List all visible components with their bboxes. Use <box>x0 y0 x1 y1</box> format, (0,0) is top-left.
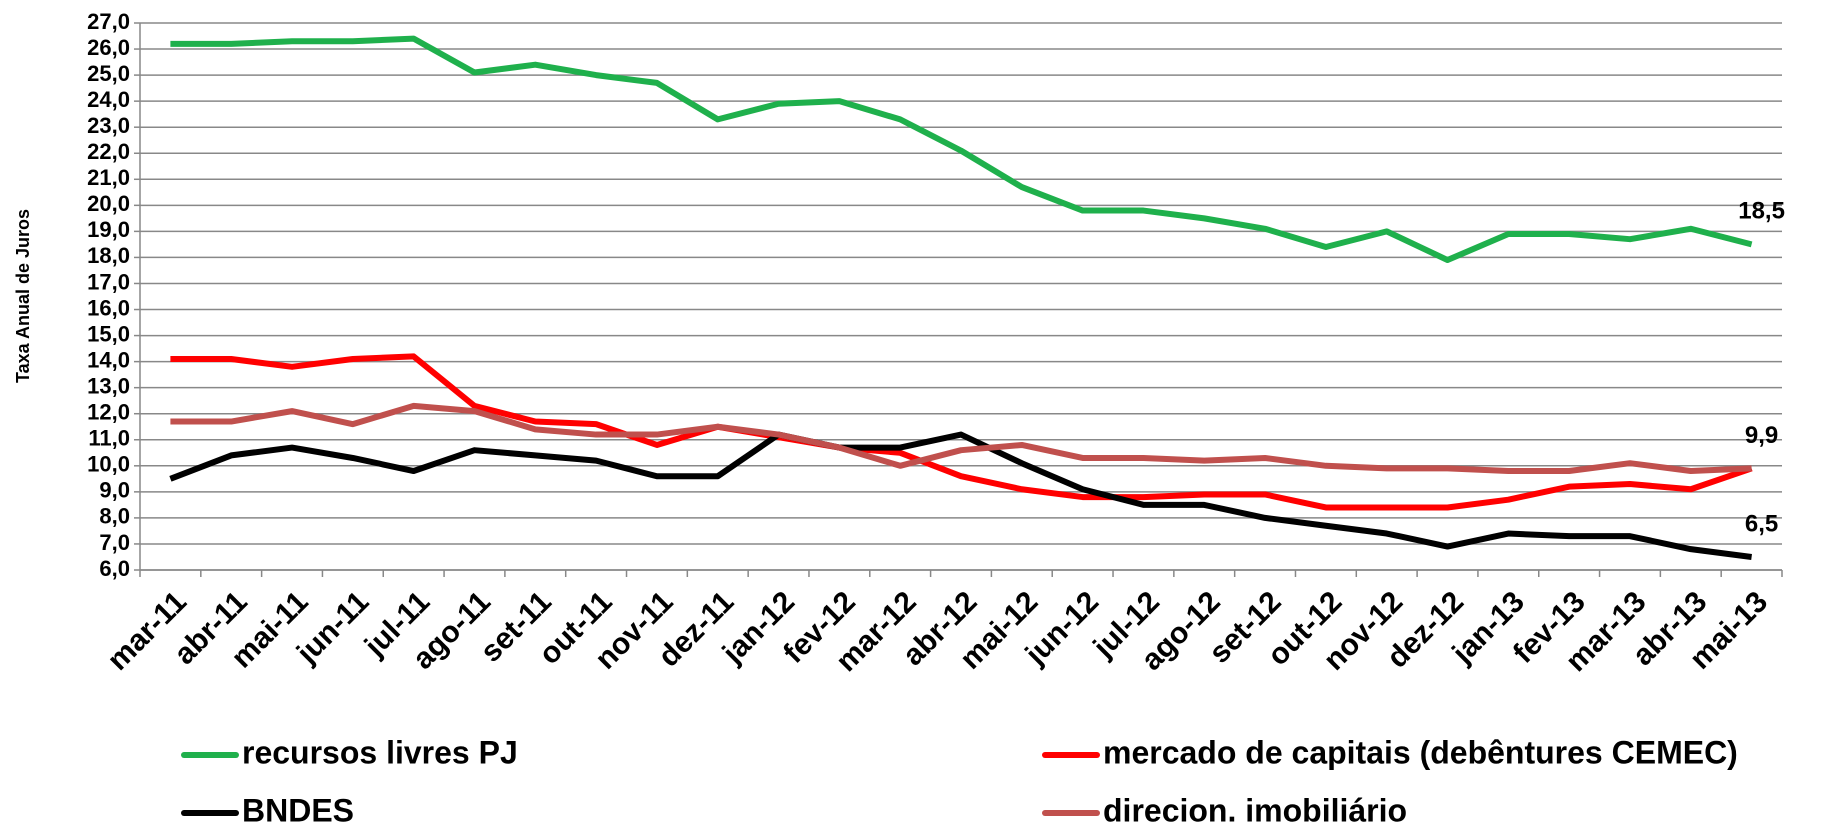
y-tick-label: 17,0 <box>87 269 130 294</box>
y-tick-label: 11,0 <box>88 426 130 451</box>
y-tick-label: 22,0 <box>87 139 130 164</box>
x-tick-label: mar-11 <box>101 585 193 677</box>
series-line <box>170 402 1752 475</box>
y-tick-label: 10,0 <box>87 452 130 477</box>
y-tick-label: 25,0 <box>87 61 130 86</box>
legend-label: mercado de capitais (debêntures CEMEC) <box>1103 734 1738 770</box>
data-label: 18,5 <box>1738 198 1785 225</box>
legend-label: BNDES <box>242 792 354 828</box>
y-tick-label: 13,0 <box>87 373 130 398</box>
y-tick-label: 7,0 <box>99 530 130 555</box>
y-tick-label: 18,0 <box>87 243 130 268</box>
y-tick-label: 20,0 <box>87 191 130 216</box>
y-tick-label: 6,0 <box>99 556 130 581</box>
series-line <box>170 353 1753 511</box>
y-tick-label: 15,0 <box>87 321 130 346</box>
y-tick-label: 19,0 <box>87 217 130 242</box>
legend-label: recursos livres PJ <box>242 734 518 770</box>
series-line <box>170 35 1753 264</box>
legend-label: direcion. imobiliário <box>1103 792 1407 828</box>
y-tick-label: 24,0 <box>87 87 130 112</box>
y-tick-label: 26,0 <box>87 35 130 60</box>
y-axis-label: Taxa Anual de Juros <box>13 209 33 383</box>
y-tick-label: 21,0 <box>87 165 130 190</box>
y-tick-label: 12,0 <box>87 400 130 425</box>
y-tick-label: 14,0 <box>87 347 130 372</box>
y-tick-label: 23,0 <box>87 113 130 138</box>
y-tick-label: 9,0 <box>99 478 130 503</box>
y-tick-label: 16,0 <box>87 295 130 320</box>
data-label: 9,9 <box>1745 422 1778 449</box>
y-tick-label: 8,0 <box>99 504 130 529</box>
series-line <box>169 431 1752 560</box>
y-tick-label: 27,0 <box>87 9 130 34</box>
data-label: 6,5 <box>1745 510 1778 537</box>
